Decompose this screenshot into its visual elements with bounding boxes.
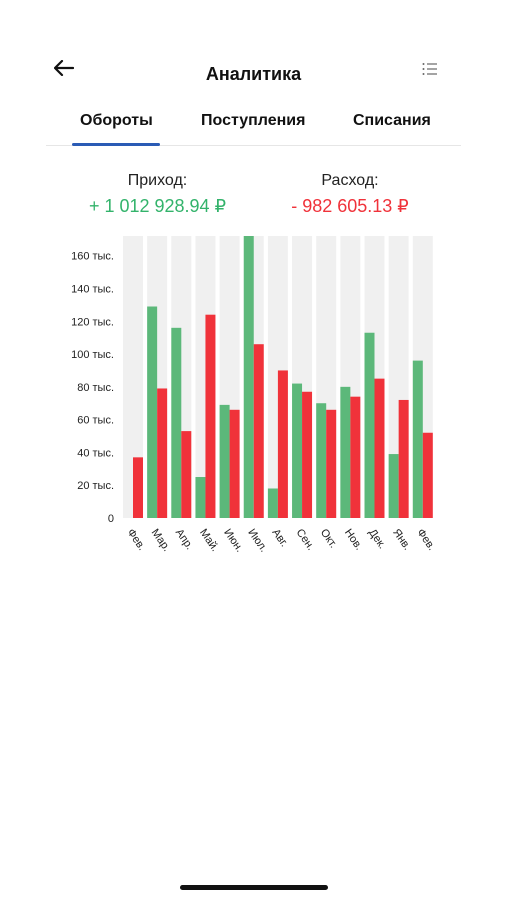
expense-bar — [422, 432, 433, 518]
x-tick-label: Нов. — [342, 527, 365, 553]
expense-bar — [302, 391, 313, 518]
tab-bar: Обороты Поступления Списания — [46, 106, 461, 146]
expense-bar — [157, 388, 168, 518]
turnover-chart: 0 20 тыс. 40 тыс. 60 тыс. 80 тыс. 100 тыс. 120… — [0, 230, 507, 560]
x-tick-label: Сен. — [294, 527, 317, 553]
y-tick-label: 60 тыс. — [77, 415, 114, 427]
income-bar — [195, 477, 206, 518]
expense-summary: Расход: - 982 605.13 ₽ — [270, 172, 430, 217]
expense-bar — [398, 399, 409, 518]
x-tick-label: Фев. — [125, 527, 148, 553]
page-title: Аналитика — [205, 64, 302, 84]
tab-turnover[interactable]: Обороты — [80, 112, 153, 129]
x-tick-label: Мар. — [149, 527, 173, 554]
expense-bar — [326, 409, 337, 518]
x-tick-label: Окт. — [318, 527, 340, 551]
tab-expenses[interactable]: Списания — [353, 112, 431, 129]
expense-bar — [181, 431, 192, 518]
income-bar — [171, 327, 182, 518]
income-bar — [340, 386, 351, 518]
filter-button[interactable] — [422, 62, 448, 88]
income-bar — [364, 332, 375, 518]
home-indicator — [180, 885, 328, 890]
x-tick-label: Янв. — [390, 527, 413, 553]
income-bar — [243, 236, 254, 518]
expense-bar — [253, 344, 264, 518]
expense-bar — [350, 396, 361, 518]
income-label: Приход: — [127, 172, 188, 189]
expense-value: - 982 605.13 ₽ — [291, 196, 409, 216]
arrow-left-icon — [54, 60, 74, 76]
y-tick-label: 100 тыс. — [71, 349, 114, 361]
y-tick-label: 20 тыс. — [77, 480, 114, 492]
expense-bar — [277, 370, 288, 518]
x-tick-label: Май. — [197, 527, 221, 554]
income-bar — [316, 403, 327, 518]
x-tick-label: Июн. — [221, 527, 245, 555]
expense-bar — [205, 314, 216, 518]
y-tick-label: 0 — [108, 513, 114, 525]
income-value: + 1 012 928.94 ₽ — [88, 196, 227, 216]
y-tick-label: 160 тыс. — [71, 251, 114, 263]
x-tick-label: Фев. — [414, 527, 437, 553]
income-bar — [219, 404, 230, 518]
x-tick-label: Апр. — [173, 527, 196, 552]
income-summary: Приход: + 1 012 928.94 ₽ — [80, 172, 235, 217]
income-bar — [292, 383, 303, 518]
top-bar: Аналитика — [0, 52, 507, 96]
expense-bar — [133, 457, 143, 518]
income-bar — [412, 360, 423, 518]
income-bar — [147, 306, 158, 518]
x-tick-label: Дек. — [366, 527, 388, 551]
y-tick-label: 140 тыс. — [71, 283, 114, 295]
bar-chart-svg: 0 20 тыс. 40 тыс. 60 тыс. 80 тыс. 100 тыс. 120… — [71, 236, 438, 555]
chart-column-bg — [123, 236, 143, 518]
y-tick-label: 40 тыс. — [77, 447, 114, 459]
expense-bar — [229, 409, 240, 518]
income-bar — [267, 488, 278, 518]
back-button[interactable] — [54, 60, 82, 88]
expense-bar — [374, 378, 385, 518]
summary-panel: Приход: + 1 012 928.94 ₽ Расход: - 982 6… — [0, 172, 507, 228]
tab-income[interactable]: Поступления — [201, 112, 306, 129]
expense-label: Расход: — [321, 172, 379, 189]
list-filter-icon — [422, 63, 437, 75]
income-bar — [388, 454, 399, 518]
y-tick-label: 120 тыс. — [71, 316, 114, 328]
x-tick-label: Июл. — [245, 527, 269, 555]
y-tick-label: 80 тыс. — [77, 382, 114, 394]
active-tab-indicator — [72, 143, 160, 146]
x-tick-label: Авг. — [269, 527, 290, 549]
